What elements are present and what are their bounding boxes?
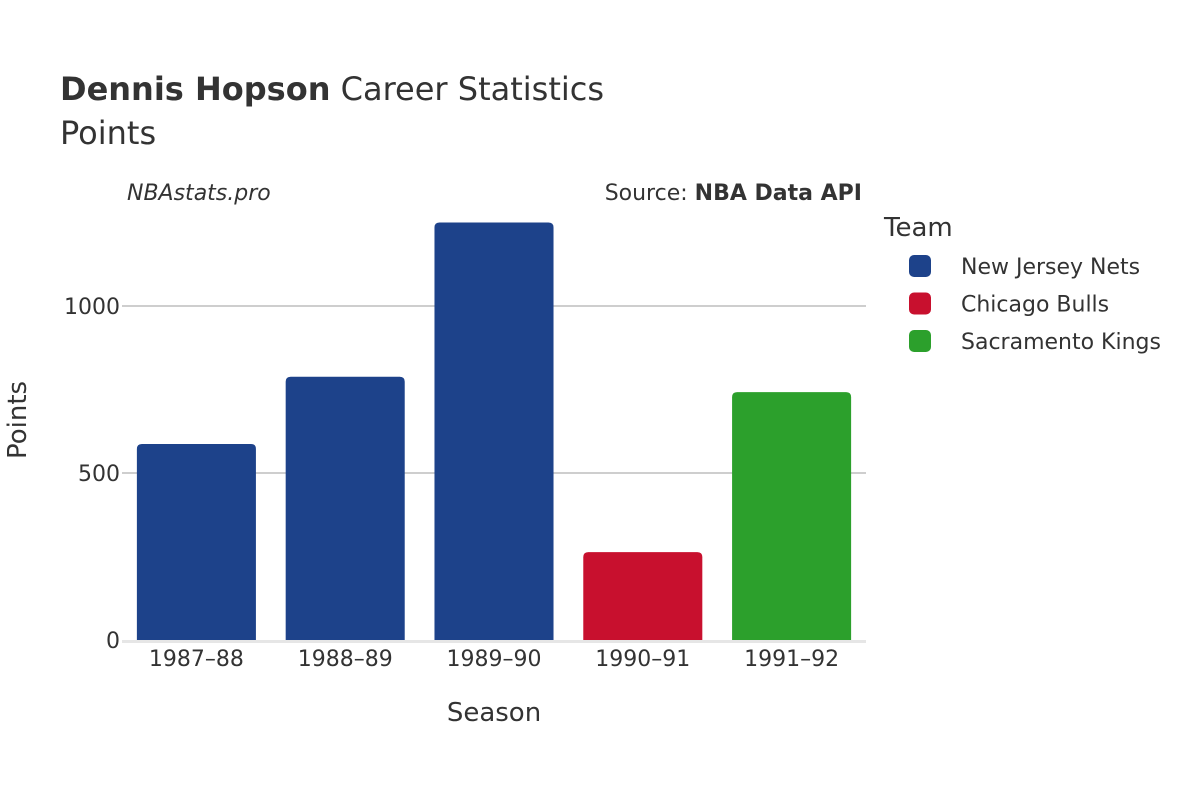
- y-axis-ticks: 0 500 1000: [64, 295, 120, 654]
- legend-item-label[interactable]: Chicago Bulls: [961, 293, 1109, 318]
- watermark-text: NBAstats.pro: [127, 181, 271, 206]
- chart-title-name: Dennis Hopson: [60, 70, 330, 108]
- bars: [136, 222, 852, 641]
- legend-item-label[interactable]: Sacramento Kings: [961, 330, 1161, 355]
- x-tick-label: 1988–89: [298, 647, 393, 672]
- bar-1990–91[interactable]: [583, 552, 703, 640]
- bar-1988–89[interactable]: [285, 376, 405, 640]
- y-tick-label: 0: [106, 629, 120, 654]
- chart-title: Dennis Hopson Career Statistics: [60, 70, 604, 108]
- x-tick-label: 1989–90: [447, 647, 542, 672]
- legend-swatch[interactable]: [909, 255, 931, 277]
- chart-title-rest: Career Statistics: [330, 70, 604, 108]
- bar-1989–90[interactable]: [434, 222, 554, 641]
- source-text: Source: NBA Data API: [605, 181, 862, 206]
- x-tick-label: 1991–92: [744, 647, 839, 672]
- y-tick-label: 500: [78, 462, 120, 487]
- legend-swatch[interactable]: [909, 292, 931, 315]
- x-axis-ticks: 1987–88 1988–89 1989–90 1990–91 1991–92: [149, 647, 839, 672]
- x-tick-label: 1987–88: [149, 647, 244, 672]
- y-tick-label: 1000: [64, 295, 120, 320]
- legend-item-label[interactable]: New Jersey Nets: [961, 255, 1140, 280]
- legend: New Jersey Nets Chicago Bulls Sacramento K…: [909, 255, 1161, 355]
- y-axis-title: Points: [3, 381, 33, 459]
- source-name: NBA Data API: [695, 181, 862, 206]
- source-prefix: Source:: [605, 181, 695, 206]
- legend-title: Team: [883, 213, 953, 243]
- legend-swatch[interactable]: [909, 330, 931, 352]
- x-tick-label: 1990–91: [595, 647, 690, 672]
- chart-subtitle: Points: [60, 114, 156, 152]
- bar-1987–88[interactable]: [136, 443, 256, 640]
- x-axis-title: Season: [447, 698, 541, 728]
- bar-1991–92[interactable]: [732, 392, 852, 640]
